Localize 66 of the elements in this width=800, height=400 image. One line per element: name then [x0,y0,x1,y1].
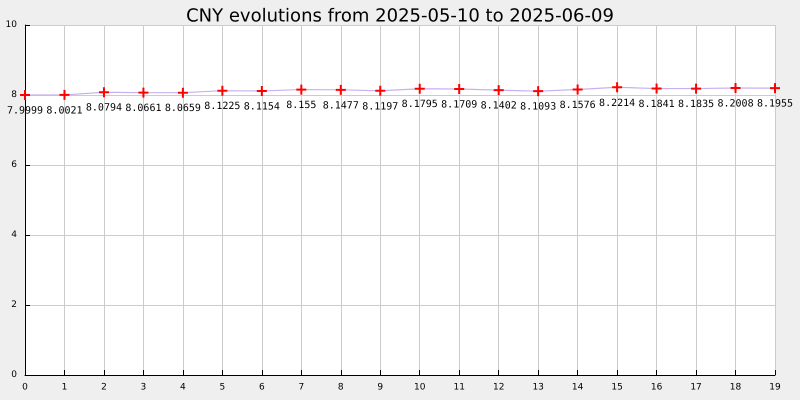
x-tick-label: 16 [650,382,663,392]
x-tick-label: 2 [101,382,107,392]
point [414,84,425,94]
point [652,84,662,94]
point [256,86,267,96]
data-label: 8.2008 [717,98,754,110]
data-label: 8.1955 [756,98,794,110]
point [454,84,464,94]
point [572,84,583,94]
point [730,82,741,93]
x-tick-label: 14 [572,382,584,392]
y-tick-label: 8 [11,90,18,100]
chart-title: CNY evolutions from 2025-05-10 to 2025-06-09 [186,6,614,26]
x-tick-label: 4 [180,382,186,392]
x-tick-label: 15 [611,382,623,392]
y-tick-label: 2 [11,300,17,310]
point [612,82,622,92]
data-label: 8.155 [286,100,316,112]
data-label: 8.1795 [402,99,438,110]
x-tick-label: 17 [690,382,702,392]
data-label: 8.1225 [204,101,240,112]
x-tick-label: 11 [453,382,465,392]
data-label: 8.0659 [164,103,201,114]
data-label: 8.0021 [46,105,83,116]
data-label: 8.1477 [322,100,359,112]
point [59,90,70,100]
point [98,87,109,98]
point [138,88,148,98]
point [533,86,544,96]
x-tick-label: 1 [62,382,68,392]
data-label: 8.1841 [638,99,675,110]
x-tick-label: 5 [220,382,226,392]
data-label: 8.0661 [125,103,162,114]
point [178,88,188,98]
point [20,90,30,100]
data-label: 8.1576 [560,100,596,111]
data-label: 8.1402 [480,100,517,112]
point [691,84,702,94]
x-tick-label: 0 [22,382,28,392]
point [494,85,504,96]
x-tick-label: 6 [258,382,265,392]
data-label: 8.1835 [678,99,714,110]
data-label: 8.1154 [244,101,280,112]
x-tick-label: 7 [298,382,304,392]
data-label: 8.1093 [520,102,556,113]
x-tick-label: 3 [140,382,146,392]
point [336,84,346,95]
point [770,83,780,94]
x-tick-label: 13 [532,382,544,392]
x-tick-label: 19 [769,382,781,392]
point [217,86,228,96]
y-tick-label: 10 [6,20,18,30]
y-tick-label: 6 [11,160,18,170]
y-tick-label: 0 [11,370,18,380]
x-tick-label: 10 [414,382,426,392]
x-tick-label: 8 [338,382,344,392]
data-label: 8.1197 [362,101,398,112]
point [375,86,386,96]
data-label: 8.1709 [441,100,478,111]
data-label: 8.2214 [599,98,636,109]
x-tick-label: 12 [492,382,504,392]
x-tick-label: 9 [377,382,384,392]
y-tick-label: 4 [11,230,18,240]
x-tick-label: 18 [730,382,742,392]
data-label: 8.0794 [86,102,122,114]
point [296,84,306,95]
